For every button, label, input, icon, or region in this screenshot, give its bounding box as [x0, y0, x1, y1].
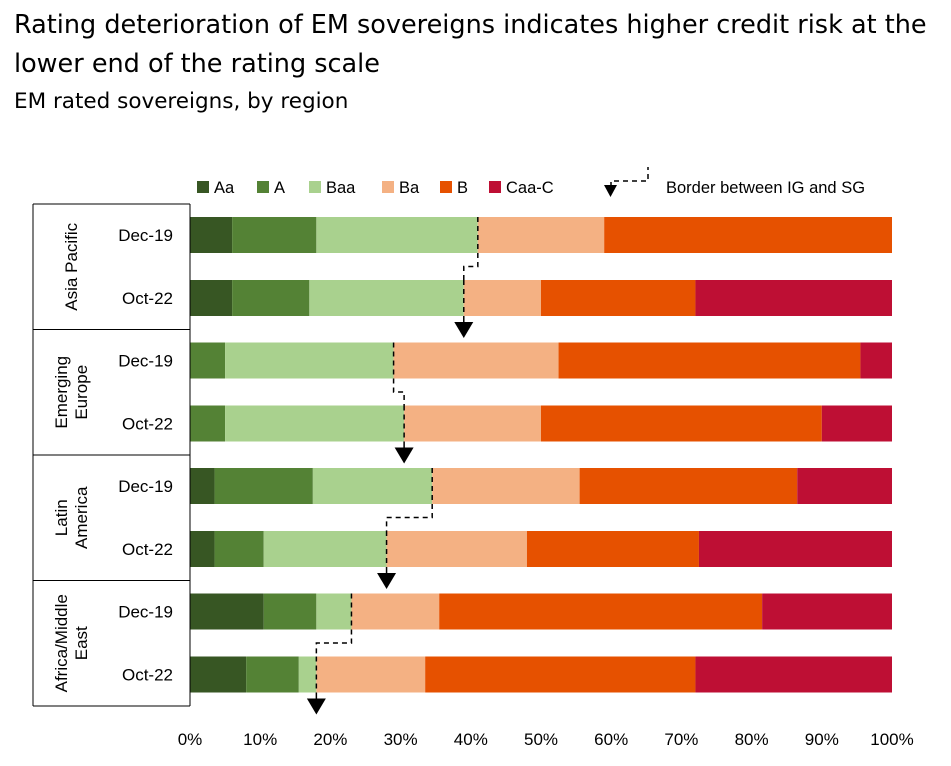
- region-label: Asia Pacific: [62, 222, 81, 310]
- ig-sg-border-line: [392, 342, 405, 406]
- bar-2-0-ba: [432, 468, 580, 504]
- bar-3-1-ba: [316, 656, 426, 693]
- ig-sg-border-line: [385, 468, 433, 531]
- legend-label-b: B: [457, 179, 468, 197]
- bar-3-0-caa-c: [762, 593, 892, 630]
- bar-2-0-caa-c: [797, 468, 892, 504]
- legend-label-ba: Ba: [399, 179, 420, 197]
- bar-2-1-ba: [386, 531, 527, 567]
- legend-label-baa: Baa: [326, 179, 356, 197]
- bar-2-0-a: [214, 468, 313, 504]
- legend-swatch-caa-c: [489, 181, 501, 193]
- legend-swatch-baa: [309, 181, 321, 193]
- bar-2-1-caa-c: [698, 531, 892, 567]
- bar-1-1-ba: [404, 405, 541, 442]
- region-label: Africa/Middle: [52, 594, 71, 692]
- legend-border-label: Border between IG and SG: [666, 179, 865, 197]
- row-label: Dec-19: [118, 352, 173, 371]
- bar-3-0-b: [439, 593, 763, 630]
- bar-3-1-aa: [190, 656, 247, 693]
- bar-1-0-ba: [393, 342, 559, 379]
- x-tick-label: 70%: [664, 730, 698, 749]
- row-label: Dec-19: [118, 477, 173, 496]
- bar-2-1-a: [214, 531, 264, 567]
- ig-sg-border-arrow: [377, 573, 397, 589]
- bar-0-1-aa: [190, 280, 233, 316]
- row-label: Oct-22: [122, 289, 173, 308]
- bar-2-0-b: [579, 468, 798, 504]
- row-label: Oct-22: [122, 540, 173, 559]
- bar-1-1-b: [541, 405, 822, 442]
- row-label: Dec-19: [118, 226, 173, 245]
- bar-1-0-baa: [225, 342, 394, 379]
- bar-1-0-a: [190, 342, 226, 379]
- ig-sg-border-arrow: [394, 447, 414, 464]
- legend-label-aa: Aa: [214, 179, 235, 197]
- bar-3-0-baa: [316, 593, 352, 630]
- bar-1-0-caa-c: [860, 342, 892, 379]
- legend-label-caa-c: Caa-C: [506, 179, 554, 197]
- bar-0-1-caa-c: [695, 280, 892, 316]
- x-tick-label: 80%: [735, 730, 769, 749]
- region-label: America: [72, 486, 91, 549]
- bar-2-1-b: [526, 531, 699, 567]
- x-tick-label: 30%: [384, 730, 418, 749]
- chart-subtitle: EM rated sovereigns, by region: [14, 89, 349, 114]
- region-label: Latin: [52, 499, 71, 536]
- ig-sg-border-line: [463, 217, 479, 280]
- bar-3-0-ba: [351, 593, 440, 630]
- bar-0-0-a: [232, 217, 317, 253]
- x-tick-label: 50%: [524, 730, 558, 749]
- bar-3-1-caa-c: [695, 656, 892, 693]
- legend-label-a: A: [274, 179, 285, 197]
- bar-2-1-baa: [263, 531, 387, 567]
- bar-1-1-a: [190, 405, 226, 442]
- bar-1-0-b: [558, 342, 861, 379]
- row-label: Oct-22: [122, 666, 173, 685]
- bar-2-0-baa: [312, 468, 433, 504]
- bar-0-1-a: [232, 280, 310, 316]
- x-tick-label: 90%: [805, 730, 839, 749]
- legend-swatch-aa: [197, 181, 209, 193]
- legend-swatch-ba: [382, 181, 394, 193]
- bar-0-1-ba: [463, 280, 541, 316]
- row-label: Dec-19: [118, 603, 173, 622]
- x-tick-label: 100%: [870, 730, 913, 749]
- bar-3-0-aa: [190, 593, 264, 630]
- x-tick-label: 60%: [594, 730, 628, 749]
- legend-swatch-a: [257, 181, 269, 193]
- row-label: Oct-22: [122, 415, 173, 434]
- x-tick-label: 20%: [313, 730, 347, 749]
- bar-3-0-a: [263, 593, 317, 630]
- legend-border-arrow: [604, 185, 617, 197]
- bar-1-1-baa: [225, 405, 405, 442]
- region-label: Europe: [72, 365, 91, 420]
- bar-3-1-a: [246, 656, 299, 693]
- ig-sg-border-line: [315, 593, 353, 657]
- legend-swatch-b: [440, 181, 452, 193]
- bar-0-1-b: [541, 280, 696, 316]
- bar-0-0-aa: [190, 217, 233, 253]
- region-label: Emerging: [52, 356, 71, 429]
- ig-sg-border-arrow: [454, 322, 474, 338]
- bar-0-0-ba: [477, 217, 605, 253]
- bar-3-1-b: [425, 656, 696, 693]
- x-tick-label: 10%: [243, 730, 277, 749]
- bar-0-1-baa: [309, 280, 464, 316]
- bar-1-1-caa-c: [821, 405, 892, 442]
- bar-2-0-aa: [190, 468, 215, 504]
- region-label: East: [72, 626, 91, 660]
- bar-0-0-baa: [316, 217, 478, 253]
- legend-border-line: [610, 167, 649, 187]
- x-tick-label: 0%: [178, 730, 203, 749]
- chart-title: Rating deterioration of EM sovereigns in…: [14, 10, 927, 79]
- ig-sg-border-arrow: [306, 698, 326, 715]
- bar-3-1-baa: [298, 656, 317, 693]
- bar-2-1-aa: [190, 531, 215, 567]
- bar-0-0-b: [604, 217, 892, 253]
- x-tick-label: 40%: [454, 730, 488, 749]
